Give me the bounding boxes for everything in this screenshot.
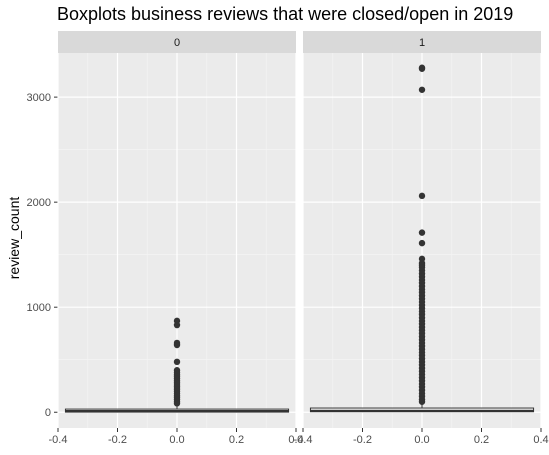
y-tick-label: 3000	[27, 92, 51, 104]
y-axis-label: review_count	[6, 197, 22, 280]
x-tick-label: -0.2	[353, 434, 372, 446]
outlier-point	[418, 86, 426, 93]
outlier-point	[418, 398, 426, 405]
outlier-point	[418, 192, 426, 200]
x-tick-label: 0.2	[474, 434, 489, 446]
outlier-point	[173, 341, 181, 349]
facet-strip	[303, 31, 541, 53]
facet-strip	[58, 31, 296, 53]
y-tick-label: 0	[45, 407, 51, 419]
x-tick-label: -0.2	[108, 434, 127, 446]
outlier-point	[418, 65, 426, 72]
x-tick-label: 0.4	[533, 434, 548, 446]
outlier-point	[173, 358, 181, 366]
y-tick-label: 1000	[27, 302, 51, 314]
outlier-point	[173, 321, 181, 329]
y-tick-label: 2000	[27, 197, 51, 209]
outlier-point	[418, 229, 426, 236]
x-tick-label: 0.2	[229, 434, 244, 446]
facet-strip-label: 1	[419, 37, 425, 49]
x-tick-label: 0.0	[414, 434, 429, 446]
x-tick-label: -0.4	[49, 434, 68, 446]
x-tick-label: 0.4	[288, 434, 303, 446]
x-tick-label: 0.0	[169, 434, 184, 446]
outlier-point	[173, 400, 181, 407]
chart-title: Boxplots business reviews that were clos…	[57, 4, 514, 24]
outlier-point	[418, 239, 426, 247]
facet-strip-label: 0	[174, 37, 180, 49]
x-tick-label: -0.4	[294, 434, 313, 446]
